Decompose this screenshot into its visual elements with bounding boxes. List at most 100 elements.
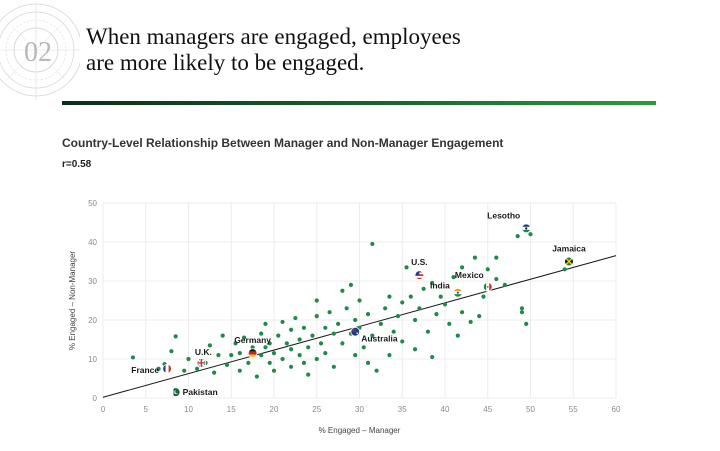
data-point bbox=[348, 282, 354, 287]
data-point bbox=[442, 302, 448, 307]
data-point bbox=[237, 368, 242, 373]
x-tick-label: 5 bbox=[144, 405, 149, 414]
chart-axes: 0 5 10 15 20 25 30 35 40 45 50 55 60 0 10 20 30 40 50 bbox=[88, 199, 621, 414]
x-axis-label: % Engaged – Manager bbox=[319, 426, 401, 435]
data-point bbox=[357, 298, 362, 303]
data-point bbox=[447, 321, 452, 326]
section-badge-icon: 02 bbox=[0, 2, 80, 100]
data-point bbox=[494, 276, 499, 282]
data-point bbox=[425, 329, 430, 334]
data-point bbox=[331, 331, 336, 336]
data-point bbox=[468, 319, 473, 325]
data-point bbox=[481, 294, 486, 299]
y-axis-label: % Engaged – Non-Manager bbox=[68, 251, 77, 351]
data-point bbox=[224, 362, 230, 367]
x-tick-label: 55 bbox=[569, 405, 578, 414]
data-point bbox=[156, 366, 161, 371]
data-point bbox=[494, 255, 499, 260]
data-point bbox=[524, 321, 529, 326]
country-label: Germany bbox=[234, 335, 271, 345]
data-point bbox=[233, 341, 238, 346]
country-label: Pakistan bbox=[183, 387, 218, 397]
data-point bbox=[271, 368, 277, 373]
data-point bbox=[250, 345, 255, 350]
data-point bbox=[130, 355, 136, 360]
data-point bbox=[246, 360, 251, 365]
x-tick-label: 50 bbox=[526, 405, 535, 414]
uk-flag-icon bbox=[196, 358, 207, 368]
data-point bbox=[207, 343, 212, 348]
lesotho-flag-icon bbox=[521, 223, 532, 234]
data-point bbox=[301, 325, 307, 330]
y-tick-label: 20 bbox=[88, 316, 97, 325]
data-point bbox=[267, 341, 272, 346]
data-point bbox=[370, 333, 375, 338]
data-point bbox=[280, 319, 285, 325]
france-flag-icon bbox=[162, 363, 172, 374]
data-point bbox=[263, 321, 268, 326]
data-point bbox=[323, 351, 328, 356]
country-label: Mexico bbox=[455, 270, 484, 280]
x-tick-label: 10 bbox=[184, 405, 193, 414]
data-point bbox=[378, 321, 383, 326]
data-point bbox=[391, 329, 396, 334]
y-tick-label: 30 bbox=[88, 277, 97, 286]
x-tick-label: 15 bbox=[227, 405, 236, 414]
data-points bbox=[130, 232, 567, 379]
data-point bbox=[314, 298, 319, 303]
data-point bbox=[477, 314, 482, 319]
data-point bbox=[216, 353, 221, 358]
data-point bbox=[289, 364, 294, 369]
x-tick-label: 45 bbox=[483, 405, 492, 414]
data-point bbox=[289, 327, 294, 332]
data-point bbox=[412, 347, 418, 352]
data-point bbox=[182, 368, 187, 373]
country-marker-australia: Australia bbox=[350, 326, 398, 344]
data-point bbox=[374, 368, 379, 373]
country-label: India bbox=[430, 281, 450, 291]
country-label: U.S. bbox=[411, 257, 428, 267]
data-point bbox=[361, 345, 366, 350]
data-point bbox=[323, 325, 328, 330]
data-point bbox=[336, 321, 341, 326]
data-point bbox=[237, 351, 242, 356]
data-point bbox=[400, 339, 405, 344]
correlation-label: r=0.58 bbox=[62, 159, 92, 170]
australia-flag-icon bbox=[350, 326, 361, 337]
data-point bbox=[417, 306, 422, 311]
data-point bbox=[241, 335, 247, 340]
data-point bbox=[306, 372, 311, 377]
y-tick-label: 0 bbox=[93, 394, 98, 403]
headline-divider bbox=[62, 101, 656, 105]
data-point bbox=[254, 374, 259, 379]
country-label: Lesotho bbox=[487, 210, 520, 220]
x-tick-label: 40 bbox=[441, 405, 450, 414]
jamaica-flag-icon bbox=[564, 256, 574, 267]
chart-title: Country-Level Relationship Between Manag… bbox=[62, 136, 504, 150]
data-point bbox=[173, 334, 178, 339]
country-label: France bbox=[131, 365, 159, 375]
data-point bbox=[318, 341, 324, 346]
country-marker-pakistan: Pakistan bbox=[170, 387, 218, 397]
y-tick-label: 50 bbox=[88, 199, 97, 208]
data-point bbox=[455, 333, 460, 338]
data-point bbox=[515, 234, 520, 239]
country-marker-lesotho: Lesotho bbox=[487, 210, 532, 234]
data-point bbox=[353, 353, 358, 358]
data-point bbox=[395, 314, 401, 319]
germany-flag-icon bbox=[247, 348, 258, 358]
pakistan-flag-icon bbox=[170, 387, 181, 397]
x-tick-label: 20 bbox=[270, 405, 279, 414]
country-marker-germany: Germany bbox=[234, 335, 271, 358]
country-marker-uk: U.K. bbox=[195, 347, 212, 368]
section-number: 02 bbox=[24, 37, 52, 68]
data-point bbox=[212, 370, 217, 375]
data-point bbox=[327, 310, 332, 315]
data-point bbox=[434, 312, 439, 317]
data-point bbox=[310, 333, 315, 338]
data-point bbox=[562, 267, 567, 272]
data-point bbox=[340, 288, 345, 293]
country-label: Jamaica bbox=[552, 244, 586, 254]
data-point bbox=[220, 333, 225, 338]
